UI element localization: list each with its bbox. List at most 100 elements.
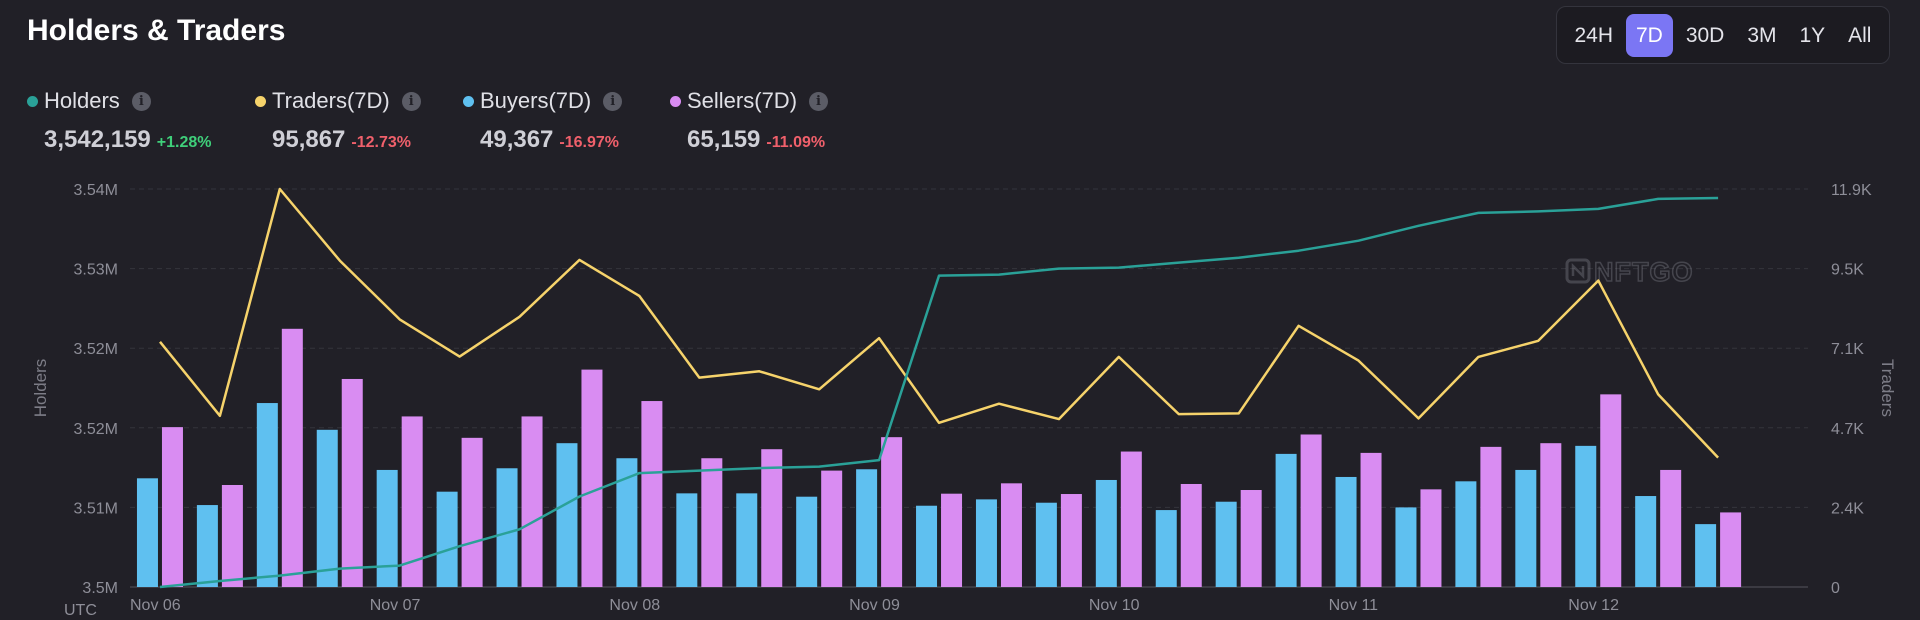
sellers-d-bar bbox=[341, 378, 363, 587]
sellers-label: Sellers(7D) bbox=[687, 88, 798, 113]
metric-sellers: Sellers(7D) i 65,159 -11.09% bbox=[670, 88, 829, 154]
svg-text:NFTGO: NFTGO bbox=[1594, 257, 1694, 287]
buyers-d-bar bbox=[1395, 507, 1417, 587]
sellers-value: 65,159 bbox=[687, 126, 761, 153]
page-title: Holders & Traders bbox=[27, 14, 286, 47]
sellers-d-bar bbox=[161, 427, 183, 587]
y-tick-label: 3.51M bbox=[74, 500, 118, 517]
x-tick-label: Nov 07 bbox=[370, 597, 421, 614]
sellers-d-bar bbox=[1240, 490, 1262, 587]
line-series bbox=[159, 187, 1720, 589]
y2-tick-label: 2.4K bbox=[1831, 500, 1864, 517]
buyers-d-bar bbox=[616, 458, 638, 587]
buyers-d-bar bbox=[196, 505, 218, 587]
chart-axes: 3.5M 0 3.51M 2.4K 3.52M 4.7K 3.52M 7.1K 3.53M 9.5… bbox=[31, 182, 1897, 619]
traders-value: 95,867 bbox=[272, 126, 346, 153]
buyers-value: 49,367 bbox=[480, 126, 554, 153]
sellers-d-bar bbox=[461, 437, 483, 587]
y-tick-label: 3.5M bbox=[82, 580, 118, 597]
sellers-d-bar bbox=[1300, 434, 1322, 587]
x-tick-label: Nov 06 bbox=[130, 597, 181, 614]
buyers-d-bar bbox=[376, 469, 398, 587]
y-tick-label: 3.54M bbox=[74, 182, 118, 199]
sellers-d-bar bbox=[1120, 451, 1142, 587]
x-axis-label: UTC bbox=[64, 602, 97, 619]
buyers-d-bar bbox=[1515, 469, 1537, 587]
buyers-change: -16.97% bbox=[559, 134, 619, 151]
range-all-button[interactable]: All bbox=[1848, 23, 1872, 47]
y2-tick-label: 9.5K bbox=[1831, 262, 1864, 279]
range-1y-button[interactable]: 1Y bbox=[1799, 23, 1826, 47]
buyers-d-bar bbox=[136, 478, 158, 587]
sellers-d-bar bbox=[221, 484, 243, 587]
sellers-d-bar bbox=[881, 437, 903, 587]
buyers-d-bar bbox=[736, 493, 758, 587]
y2-tick-label: 0 bbox=[1831, 580, 1840, 597]
buyers-d-bar bbox=[1455, 481, 1477, 587]
range-3m-button[interactable]: 3M bbox=[1747, 23, 1777, 47]
buyers-d-bar bbox=[1155, 510, 1177, 587]
buyers-d-bar bbox=[436, 491, 458, 587]
buyers-d-bar bbox=[796, 496, 818, 587]
info-icon[interactable]: i bbox=[131, 91, 151, 111]
buyers-d-bar bbox=[1275, 453, 1297, 587]
sellers-d-bar bbox=[941, 493, 963, 587]
nftgo-watermark: NFTGO bbox=[1565, 256, 1694, 288]
buyers-d-bar bbox=[676, 493, 698, 587]
sellers-d-bar bbox=[1600, 394, 1622, 587]
sellers-legend-dot bbox=[670, 95, 681, 107]
buyers-d-bar bbox=[1035, 502, 1057, 587]
traders-change: -12.73% bbox=[351, 134, 411, 151]
metric-buyers: Buyers(7D) i 49,367 -16.97% bbox=[463, 88, 623, 154]
buyers-d-bar bbox=[1095, 479, 1117, 587]
x-tick-label: Nov 12 bbox=[1568, 597, 1619, 614]
sellers-d-bar bbox=[821, 470, 843, 587]
x-tick-label: Nov 08 bbox=[609, 597, 660, 614]
metric-holders: Holders i 3,542,159 +1.28% bbox=[27, 88, 212, 154]
info-icon[interactable]: i bbox=[809, 91, 829, 111]
info-icon[interactable]: i bbox=[401, 91, 421, 111]
info-icon[interactable]: i bbox=[603, 91, 623, 111]
holders-line bbox=[159, 196, 1719, 589]
buyers-d-bar bbox=[975, 499, 997, 587]
traders-legend-dot bbox=[255, 95, 266, 107]
holders-change: +1.28% bbox=[156, 134, 212, 151]
sellers-d-bar bbox=[401, 416, 423, 587]
sellers-d-bar bbox=[1660, 469, 1682, 587]
buyers-d-bar bbox=[1695, 524, 1717, 587]
x-tick-label: Nov 09 bbox=[849, 597, 900, 614]
y2-axis-label: Traders bbox=[1878, 359, 1897, 417]
traders-label: Traders(7D) bbox=[272, 88, 390, 113]
buyers-d-bar bbox=[256, 403, 278, 587]
metric-traders: Traders(7D) i 95,867 -12.73% bbox=[255, 88, 421, 154]
y-tick-label: 3.52M bbox=[74, 341, 118, 358]
buyers-d-bar bbox=[1575, 445, 1597, 587]
range-30d-button[interactable]: 30D bbox=[1685, 23, 1725, 47]
sellers-d-bar bbox=[761, 449, 783, 587]
sellers-d-bar bbox=[1540, 443, 1562, 587]
buyers-d-bar bbox=[316, 429, 338, 587]
buyers-d-bar bbox=[856, 469, 878, 587]
range-7d-button[interactable]: 7D bbox=[1625, 13, 1673, 57]
buyers-legend-dot bbox=[463, 95, 474, 107]
buyers-d-bar bbox=[1215, 501, 1237, 587]
y2-tick-label: 11.9K bbox=[1831, 182, 1872, 199]
sellers-d-bar bbox=[641, 401, 663, 587]
sellers-d-bar bbox=[1180, 483, 1202, 587]
x-tick-label: Nov 10 bbox=[1089, 597, 1140, 614]
sellers-d-bar bbox=[1060, 494, 1082, 587]
holders-label: Holders bbox=[44, 88, 120, 113]
y2-tick-label: 4.7K bbox=[1831, 421, 1864, 438]
time-range-selector: 24H 7D 30D 3M 1Y All bbox=[1556, 6, 1890, 64]
buyers-d-bar bbox=[1335, 476, 1357, 587]
traders-d-line bbox=[159, 187, 1720, 459]
sellers-d-bar bbox=[701, 458, 723, 587]
buyers-d-bar bbox=[556, 443, 578, 587]
range-24h-button[interactable]: 24H bbox=[1574, 23, 1614, 47]
sellers-change: -11.09% bbox=[766, 134, 826, 151]
holders-value: 3,542,159 bbox=[44, 126, 151, 153]
x-tick-label: Nov 11 bbox=[1329, 597, 1379, 614]
y2-tick-label: 7.1K bbox=[1831, 341, 1864, 358]
buyers-d-bar bbox=[916, 505, 938, 587]
